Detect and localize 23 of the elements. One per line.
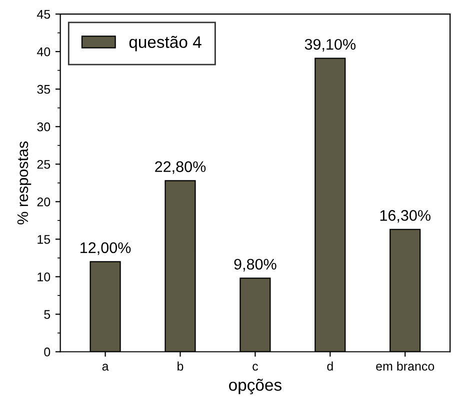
x-tick-label: em branco bbox=[376, 361, 434, 371]
y-tick-label: 40 bbox=[36, 47, 50, 56]
y-tick-label: 30 bbox=[37, 122, 50, 132]
data-label: 16,30% bbox=[380, 210, 430, 223]
data-label: 22,80% bbox=[155, 161, 206, 174]
x-axis-title: opções bbox=[229, 378, 282, 394]
x-tick-label: c bbox=[252, 364, 258, 371]
y-tick-label: 0 bbox=[44, 348, 50, 356]
x-tick-label: b bbox=[178, 361, 184, 371]
data-label: 39,10% bbox=[304, 38, 356, 52]
y-tick-label: 10 bbox=[38, 272, 50, 282]
y-tick-label: 5 bbox=[44, 310, 50, 319]
y-tick-label: 45 bbox=[36, 10, 50, 19]
y-axis-title: % respostas bbox=[17, 141, 32, 224]
x-tick-label: a bbox=[102, 364, 109, 371]
y-tick-label: 25 bbox=[37, 160, 50, 169]
data-label: 9,80% bbox=[234, 258, 276, 272]
y-tick-label: 35 bbox=[37, 84, 50, 94]
data-label: 12,00% bbox=[80, 242, 131, 255]
y-tick-label: 15 bbox=[38, 235, 50, 244]
legend-label: questão 4 bbox=[129, 36, 202, 52]
x-tick-label: d bbox=[327, 361, 333, 371]
y-tick-label: 20 bbox=[37, 197, 50, 206]
